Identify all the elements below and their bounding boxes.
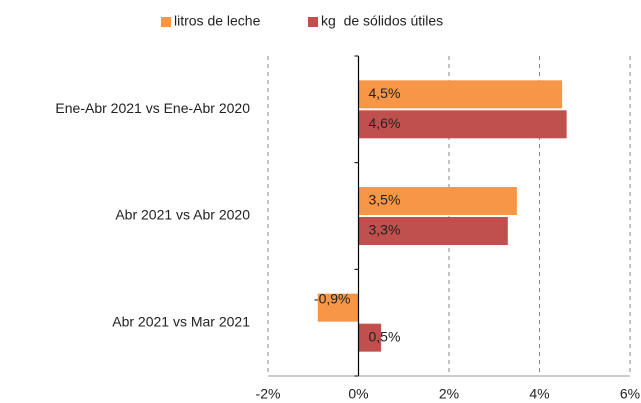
- bar: [358, 323, 382, 352]
- bar: [358, 217, 508, 245]
- value-label: 0,5%: [369, 328, 401, 344]
- value-label: 3,3%: [369, 222, 401, 238]
- x-tick-label: 4%: [529, 386, 549, 402]
- legend-swatch: [308, 17, 318, 27]
- legend-swatch: [161, 17, 171, 27]
- legend-label: litros de leche: [174, 13, 261, 29]
- bar: [358, 187, 517, 215]
- category-label: Abr 2021 vs Abr 2020: [115, 207, 250, 223]
- value-label: 3,5%: [369, 192, 401, 208]
- x-tick-label: 6%: [620, 386, 640, 402]
- x-tick-label: 2%: [439, 386, 459, 402]
- bar: [317, 293, 359, 322]
- x-tick-label: -2%: [256, 386, 281, 402]
- legend-label: kg de sólidos útiles: [321, 13, 443, 29]
- value-label: 4,6%: [369, 115, 401, 131]
- bar: [358, 110, 567, 139]
- category-label: Abr 2021 vs Mar 2021: [112, 313, 250, 329]
- category-label: Ene-Abr 2021 vs Ene-Abr 2020: [55, 100, 250, 116]
- value-label: -0,9%: [314, 290, 351, 306]
- bar: [358, 80, 563, 109]
- value-label: 4,5%: [369, 85, 401, 101]
- x-tick-label: 0%: [348, 386, 368, 402]
